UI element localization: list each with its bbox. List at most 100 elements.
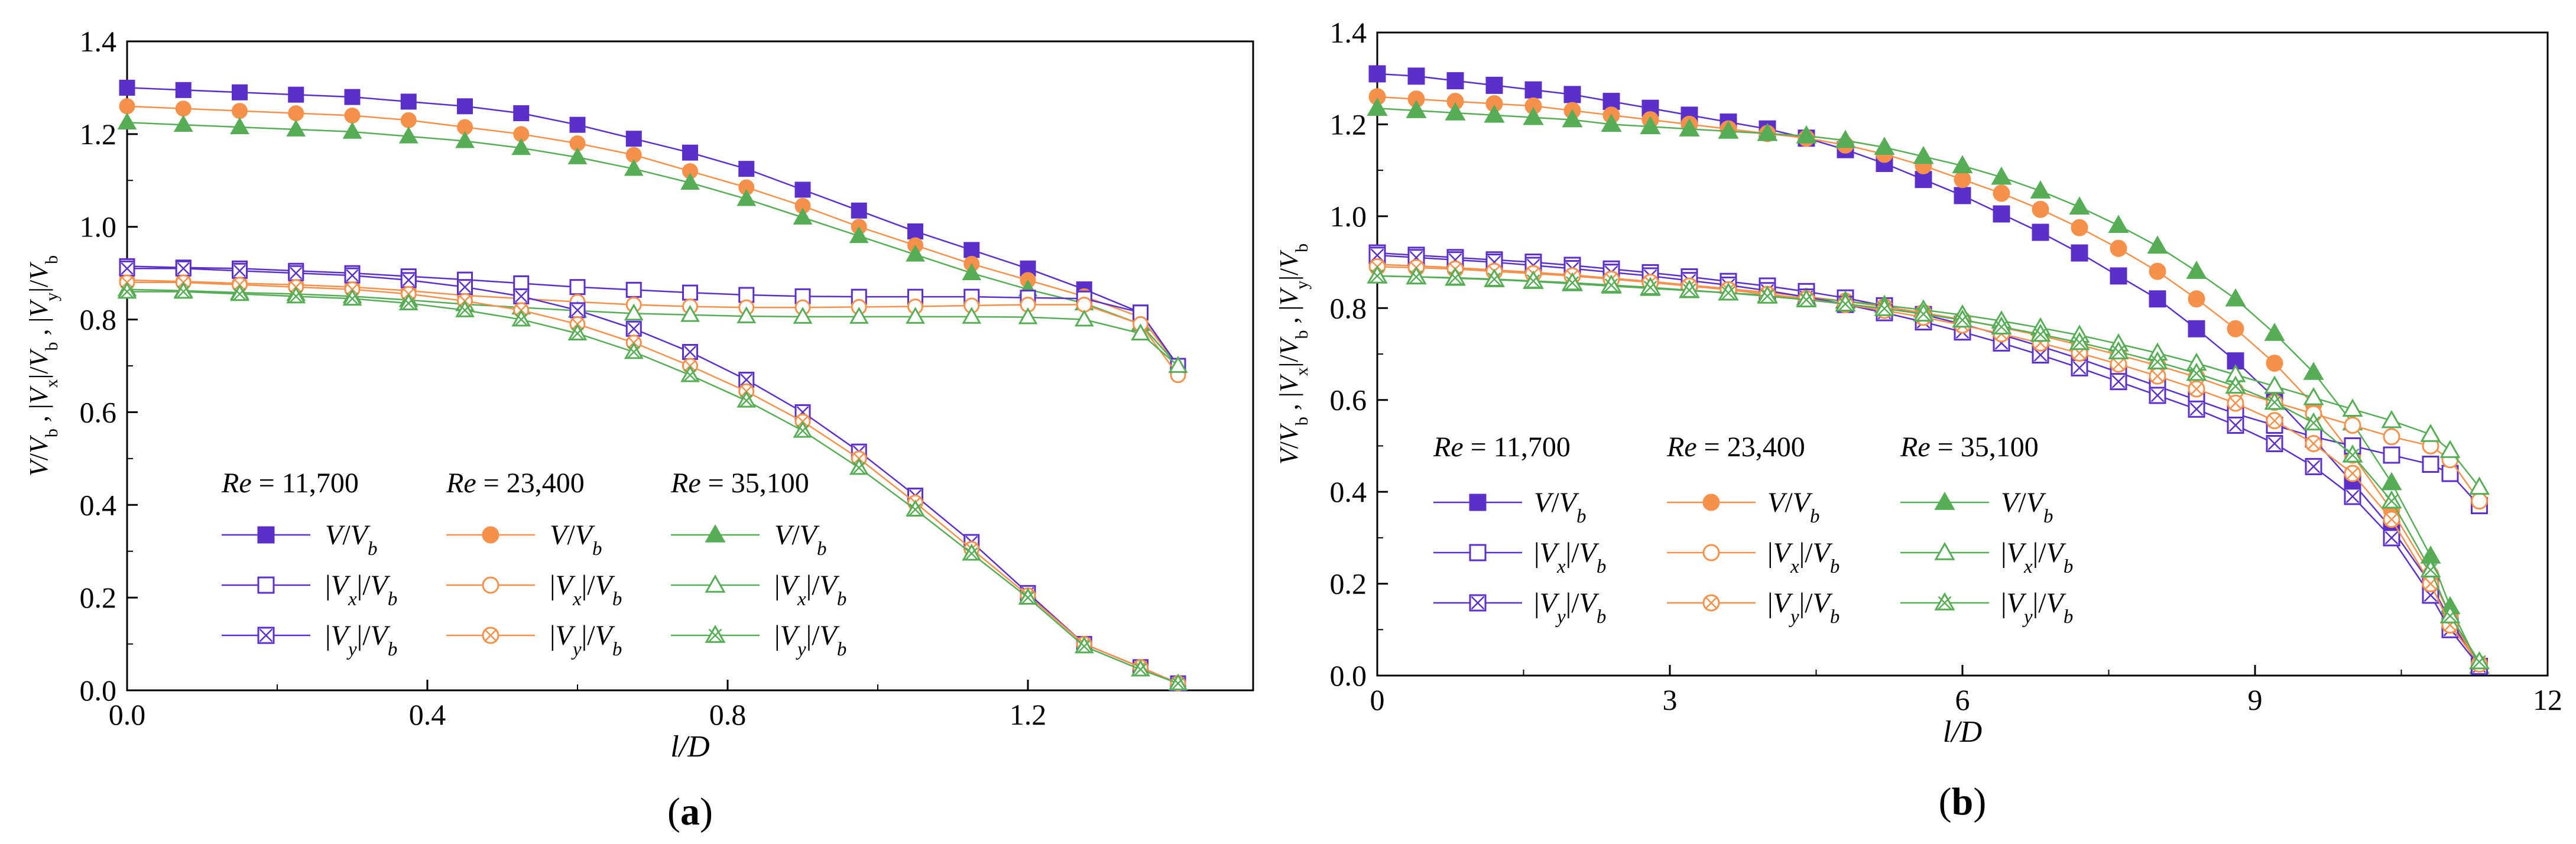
data-point bbox=[173, 115, 193, 132]
legend-marker bbox=[257, 526, 275, 544]
legend-marker bbox=[1469, 544, 1487, 561]
data-point bbox=[457, 279, 473, 296]
data-point bbox=[2471, 492, 2488, 510]
series-line bbox=[126, 288, 1179, 366]
data-point bbox=[2420, 559, 2441, 577]
legend-entry-label: V/Vb bbox=[550, 520, 602, 560]
data-point bbox=[342, 288, 362, 306]
data-point bbox=[737, 390, 757, 408]
series-line bbox=[126, 279, 1179, 376]
data-point bbox=[1679, 118, 1700, 137]
data-point bbox=[288, 86, 304, 103]
y-axis-title: V/Vb , |Vx|/Vb , |Vy|/Vb bbox=[1274, 244, 1312, 465]
data-point bbox=[1835, 293, 1856, 312]
data-point bbox=[119, 260, 135, 277]
data-point bbox=[1601, 274, 1622, 293]
x-tick-label: 9 bbox=[2248, 683, 2263, 716]
data-point bbox=[738, 161, 755, 177]
data-point bbox=[1640, 116, 1661, 135]
legend-marker bbox=[705, 574, 726, 593]
legend-entry-label: |Vy|/Vb bbox=[325, 620, 397, 660]
data-point bbox=[569, 116, 586, 133]
x-tick-label: 0.8 bbox=[709, 698, 747, 731]
data-point bbox=[1562, 109, 1583, 128]
y-tick-label: 0.2 bbox=[1330, 567, 1367, 600]
data-point bbox=[2032, 200, 2049, 218]
data-point bbox=[2227, 394, 2244, 412]
data-point bbox=[2110, 239, 2127, 257]
data-point bbox=[1368, 65, 1386, 83]
y-tick-label: 1.0 bbox=[80, 210, 117, 244]
legend-entry-label: V/Vb bbox=[325, 520, 378, 560]
data-point bbox=[2071, 359, 2088, 376]
series-line bbox=[127, 268, 1179, 684]
data-point bbox=[793, 420, 813, 438]
data-point bbox=[1954, 187, 1971, 204]
legend-re-label: Re = 11,700 bbox=[1433, 431, 1571, 463]
legend-marker bbox=[1469, 494, 1487, 511]
panel-caption: (a) bbox=[667, 790, 713, 833]
legend-marker bbox=[705, 625, 726, 643]
data-point bbox=[2383, 446, 2400, 464]
data-point bbox=[1952, 155, 1973, 174]
data-point bbox=[232, 262, 248, 279]
data-point bbox=[624, 158, 644, 176]
data-point bbox=[2344, 465, 2361, 482]
legend-marker bbox=[1702, 494, 1720, 511]
data-point bbox=[457, 98, 473, 115]
data-point bbox=[849, 457, 869, 475]
data-point bbox=[963, 242, 980, 258]
data-point bbox=[2069, 196, 2090, 215]
x-tick-label: 0.0 bbox=[109, 698, 146, 731]
data-point bbox=[567, 323, 588, 340]
legend-marker bbox=[1934, 592, 1955, 611]
y-tick-label: 1.2 bbox=[1330, 108, 1367, 141]
legend-re-label: Re = 23,400 bbox=[1666, 431, 1805, 463]
data-point bbox=[2439, 440, 2461, 458]
data-point bbox=[342, 122, 362, 139]
y-tick-label: 0.8 bbox=[1330, 291, 1367, 324]
series-2 bbox=[117, 112, 1188, 373]
y-tick-label: 1.0 bbox=[1330, 200, 1367, 233]
legend-marker bbox=[482, 626, 499, 644]
data-point bbox=[2186, 362, 2207, 381]
data-point bbox=[2032, 223, 2049, 241]
data-point bbox=[2344, 488, 2361, 505]
data-point bbox=[344, 89, 361, 105]
data-point bbox=[793, 207, 813, 225]
data-point bbox=[906, 307, 925, 324]
data-point bbox=[625, 281, 642, 298]
series-line bbox=[126, 121, 1179, 366]
data-point bbox=[849, 307, 869, 324]
data-point bbox=[2149, 290, 2166, 308]
data-point bbox=[173, 281, 193, 299]
data-point bbox=[2305, 457, 2322, 475]
legend-entry-label: V/Vb bbox=[1767, 487, 1820, 527]
legend-re-label: Re = 35,100 bbox=[1900, 431, 2039, 463]
data-point bbox=[175, 100, 192, 117]
data-point bbox=[1913, 303, 1934, 322]
data-point bbox=[286, 286, 306, 304]
x-tick-label: 0.4 bbox=[409, 698, 446, 731]
data-point bbox=[117, 281, 137, 299]
legend-entry-label: |Vx|/Vb bbox=[550, 570, 622, 610]
data-point bbox=[624, 342, 644, 359]
data-point bbox=[2342, 398, 2363, 417]
data-point bbox=[175, 82, 192, 98]
data-point bbox=[2439, 605, 2461, 624]
data-point bbox=[398, 126, 418, 144]
y-tick-label: 0.0 bbox=[1330, 659, 1367, 692]
data-point bbox=[1640, 277, 1661, 296]
series-line bbox=[127, 281, 1179, 684]
y-tick-label: 0.6 bbox=[1330, 384, 1367, 417]
data-point bbox=[1406, 266, 1427, 285]
data-point bbox=[1524, 81, 1542, 99]
data-point bbox=[793, 307, 813, 324]
data-point bbox=[2305, 435, 2322, 453]
data-point bbox=[119, 79, 135, 96]
data-point bbox=[2149, 367, 2166, 385]
series-0 bbox=[119, 79, 1186, 374]
data-point bbox=[1367, 98, 1388, 116]
data-point bbox=[2381, 490, 2402, 509]
data-point bbox=[1993, 205, 2010, 223]
